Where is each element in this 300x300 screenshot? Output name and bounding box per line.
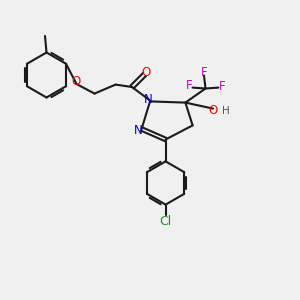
Text: Cl: Cl bbox=[160, 214, 172, 228]
Text: N: N bbox=[144, 93, 153, 106]
Text: O: O bbox=[72, 75, 81, 88]
Text: F: F bbox=[219, 80, 225, 94]
Text: F: F bbox=[186, 79, 192, 92]
Text: N: N bbox=[134, 124, 142, 137]
Text: O: O bbox=[142, 65, 151, 79]
Text: O: O bbox=[209, 103, 218, 117]
Text: F: F bbox=[201, 65, 207, 79]
Text: H: H bbox=[222, 106, 230, 116]
